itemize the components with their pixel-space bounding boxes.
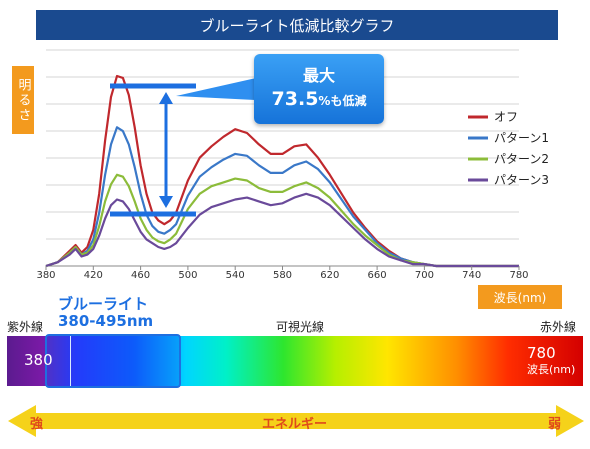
energy-arrow [8,405,584,437]
bluelight-highlight-box [45,334,181,388]
x-tick-label: 620 [320,270,339,281]
x-tick-label: 780 [509,270,528,281]
bluelight-title: ブルーライト [58,295,149,313]
energy-weak-label: 弱 [548,417,562,432]
series-line-2 [45,126,519,268]
callout-pointer [176,78,256,100]
bluelight-divider [70,336,71,386]
uv-label: 紫外線 [7,320,44,334]
spectrum-end-value: 780 [527,344,556,362]
callout-suffix: %も低減 [318,94,367,108]
x-tick-label: 500 [178,270,197,281]
reduction-arrow-up-head [159,92,173,104]
energy-label: エネルギー [262,417,328,432]
y-axis-label: 明るさ [12,66,34,134]
x-tick-label: 660 [368,270,387,281]
x-tick-label: 420 [84,270,103,281]
legend-label: パターン3 [494,173,549,187]
spectrum-end-unit: 波長(nm) [527,363,576,376]
reduction-callout: 最大 73.5%も低減 [254,54,384,124]
x-tick-label: 580 [273,270,292,281]
energy-strong-label: 強 [30,417,44,432]
chart-title: ブルーライト低減比較グラフ [36,10,558,40]
x-tick-label: 700 [415,270,434,281]
spectrum-start-value: 380 [24,351,53,369]
spectrum-bar [7,336,583,386]
callout-percent: 73.5 [271,88,319,110]
legend-label: パターン2 [494,152,549,166]
x-tick-label: 380 [36,270,55,281]
legend-label: オフ [494,110,518,124]
legend-label: パターン1 [494,131,549,145]
series-line-1 [45,74,519,268]
x-tick-label: 460 [131,270,150,281]
bluelight-label: ブルーライト 380-495nm [58,296,153,330]
callout-line1: 最大 [302,66,335,85]
x-tick-label: 540 [226,270,245,281]
series-line-4 [45,192,519,268]
x-tick-label: 740 [462,270,481,281]
x-axis-unit-label: 波長(nm) [478,285,562,309]
ir-label: 赤外線 [540,320,577,334]
reduction-arrow-down-head [159,196,173,208]
series-line-3 [45,173,519,268]
spectrum-end: 780 波長(nm) [527,346,575,377]
bluelight-range: 380-495nm [58,312,154,330]
visible-light-label: 可視光線 [276,320,325,334]
